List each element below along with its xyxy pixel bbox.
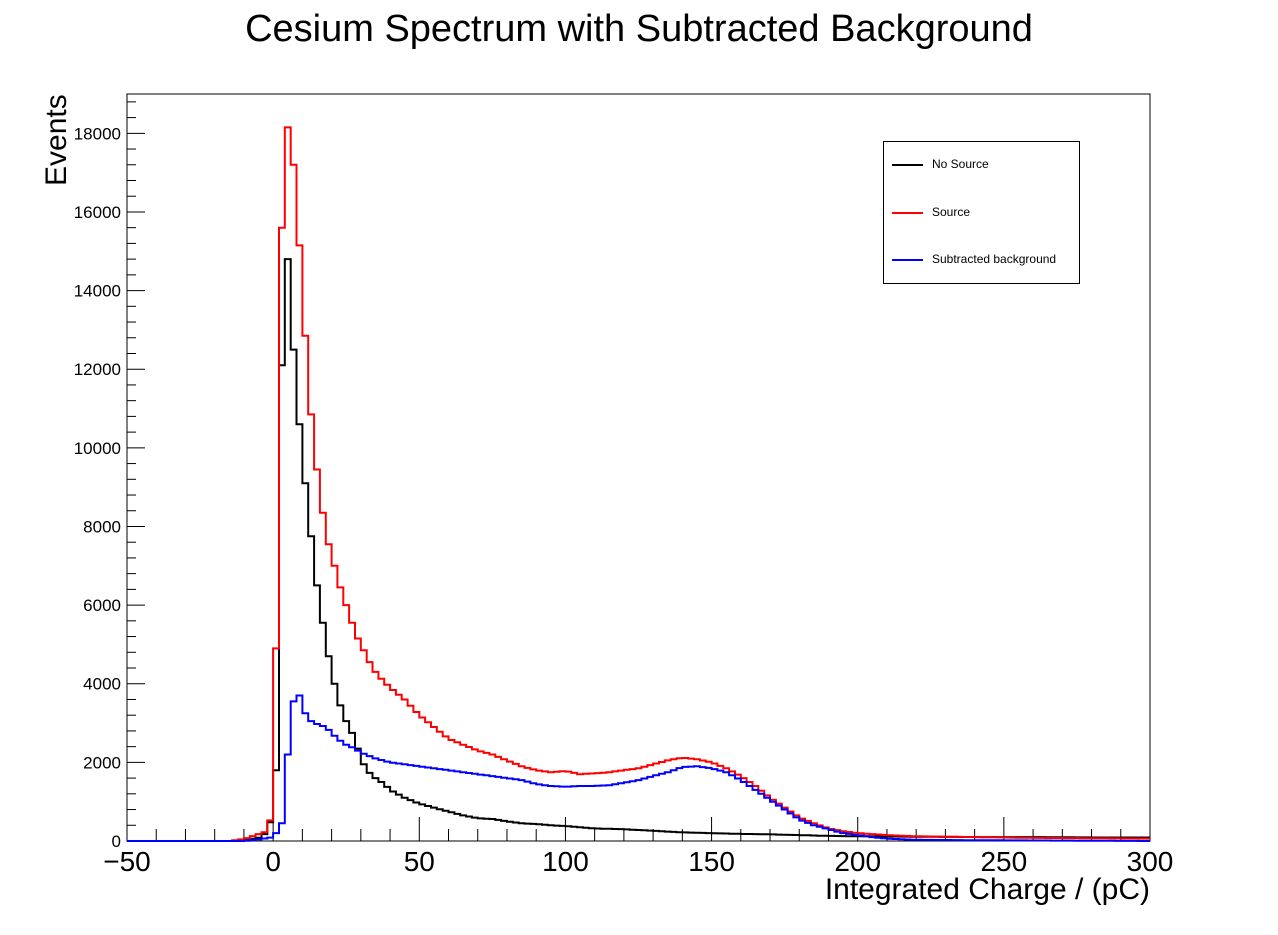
legend-label-no-source: No Source: [932, 157, 989, 171]
legend-item-subtracted-background: Subtracted background: [884, 250, 1081, 270]
legend-label-subtracted-background: Subtracted background: [932, 252, 1057, 266]
legend: No Source Source Subtracted background: [883, 141, 1080, 284]
y-tick-label: 12000: [74, 360, 121, 379]
x-tick-label: 300: [1127, 846, 1174, 877]
x-tick-label: −50: [103, 846, 151, 877]
x-tick-label: 50: [404, 846, 435, 877]
y-tick-label: 18000: [74, 124, 121, 143]
legend-item-no-source: No Source: [884, 155, 1081, 175]
legend-swatch-no-source: [892, 164, 923, 166]
y-tick-label: 10000: [74, 439, 121, 458]
series-line-source: [127, 126, 1150, 842]
y-tick-label: 0: [112, 832, 121, 851]
x-tick-label: 250: [980, 846, 1027, 877]
x-tick-label: 200: [834, 846, 881, 877]
y-tick-label: 6000: [83, 596, 121, 615]
chart-title: Cesium Spectrum with Subtracted Backgrou…: [245, 8, 1033, 50]
y-tick-label: 2000: [83, 753, 121, 772]
legend-swatch-subtracted-background: [892, 259, 923, 261]
y-tick-label: 14000: [74, 282, 121, 301]
y-tick-label: 4000: [83, 675, 121, 694]
x-tick-label: 100: [542, 846, 589, 877]
series-layer: [127, 126, 1150, 842]
x-tick-label: 0: [265, 846, 281, 877]
legend-swatch-source: [892, 212, 923, 214]
x-axis-label: Integrated Charge / (pC): [824, 873, 1150, 906]
series-line-no-source: [127, 258, 1150, 842]
y-tick-label: 16000: [74, 203, 121, 222]
plot-frame: [126, 93, 1151, 842]
series-line-subtracted-background: [127, 694, 1150, 842]
x-tick-label: 150: [688, 846, 735, 877]
legend-item-source: Source: [884, 203, 1081, 223]
y-axis-label: Events: [40, 94, 73, 186]
legend-label-source: Source: [932, 205, 971, 219]
y-axis: 0 2000 4000 6000 8000 10000 12000 14000 16000 180…: [74, 101, 145, 851]
y-tick-label: 8000: [83, 517, 121, 536]
x-axis: −50 0 50 100 150 200 250 300: [103, 817, 1173, 877]
